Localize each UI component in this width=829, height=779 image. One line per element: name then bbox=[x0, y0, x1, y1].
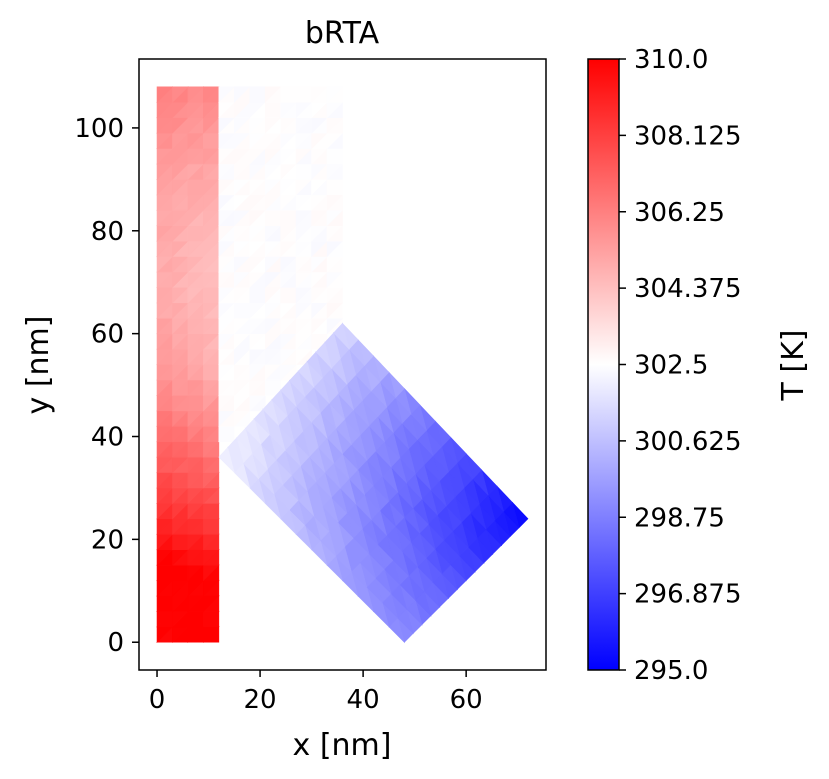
x-axis-label: x [nm] bbox=[293, 728, 392, 763]
colorbar-tick-label: 302.5 bbox=[634, 351, 708, 381]
mesh-element bbox=[280, 86, 297, 103]
x-axis-ticks: 0 20 40 60 bbox=[149, 670, 483, 715]
colorbar-tick-label: 306.25 bbox=[634, 198, 725, 228]
colorbar-tick-label: 308.125 bbox=[634, 121, 742, 151]
plot-frame bbox=[138, 58, 547, 671]
y-axis-ticks: 0 20 40 60 80 100 bbox=[74, 114, 139, 658]
mesh-element bbox=[264, 86, 282, 103]
x-tick-label: 20 bbox=[244, 685, 277, 715]
mesh-element bbox=[289, 370, 306, 398]
mesh-element bbox=[333, 322, 350, 351]
mesh-element bbox=[262, 399, 280, 427]
y-tick-label: 20 bbox=[91, 525, 124, 555]
y-tick-label: 60 bbox=[91, 320, 124, 350]
mesh-element bbox=[218, 86, 236, 103]
y-tick-label: 0 bbox=[107, 628, 124, 658]
temperature-mesh bbox=[156, 86, 529, 644]
mesh-element bbox=[253, 408, 271, 436]
mesh-element bbox=[315, 341, 333, 370]
colorbar-tick-label: 300.625 bbox=[634, 427, 742, 457]
mesh-element bbox=[187, 86, 205, 103]
chart-title: bRTA bbox=[305, 16, 380, 51]
colorbar-tick-label: 298.75 bbox=[634, 503, 725, 533]
mesh-element bbox=[271, 389, 288, 417]
x-tick-label: 60 bbox=[450, 685, 483, 715]
mesh-element bbox=[306, 351, 324, 379]
y-tick-label: 80 bbox=[91, 217, 124, 247]
mesh-element bbox=[218, 446, 235, 474]
mesh-element bbox=[203, 86, 220, 103]
mesh-element bbox=[227, 437, 244, 465]
mesh-element bbox=[172, 86, 189, 103]
mesh-element bbox=[295, 86, 313, 103]
colorbar-ticks: 295.0 296.875 298.75 300.625 302.5 304.375 306… bbox=[619, 45, 742, 686]
colorbar bbox=[587, 58, 620, 671]
mesh-element bbox=[324, 332, 341, 360]
colorbar-tick-label: 310.0 bbox=[634, 45, 708, 75]
x-tick-label: 0 bbox=[149, 685, 166, 715]
x-tick-label: 40 bbox=[347, 685, 380, 715]
y-tick-label: 40 bbox=[91, 423, 124, 453]
mesh-element bbox=[236, 427, 253, 455]
colorbar-tick-label: 304.375 bbox=[634, 274, 742, 304]
mesh-element bbox=[311, 86, 328, 103]
colorbar-label: T [K] bbox=[776, 330, 811, 402]
colorbar-tick-label: 295.0 bbox=[634, 656, 708, 686]
mesh-element bbox=[280, 380, 297, 408]
mesh-element bbox=[249, 86, 266, 103]
mesh-element bbox=[297, 360, 315, 389]
mesh-element bbox=[234, 86, 251, 103]
mesh-element bbox=[326, 86, 344, 103]
mesh-element bbox=[244, 418, 262, 446]
colorbar-tick-label: 296.875 bbox=[634, 580, 742, 610]
mesh-element bbox=[156, 86, 174, 103]
y-axis-label: y [nm] bbox=[21, 316, 56, 415]
y-tick-label: 100 bbox=[74, 114, 124, 144]
